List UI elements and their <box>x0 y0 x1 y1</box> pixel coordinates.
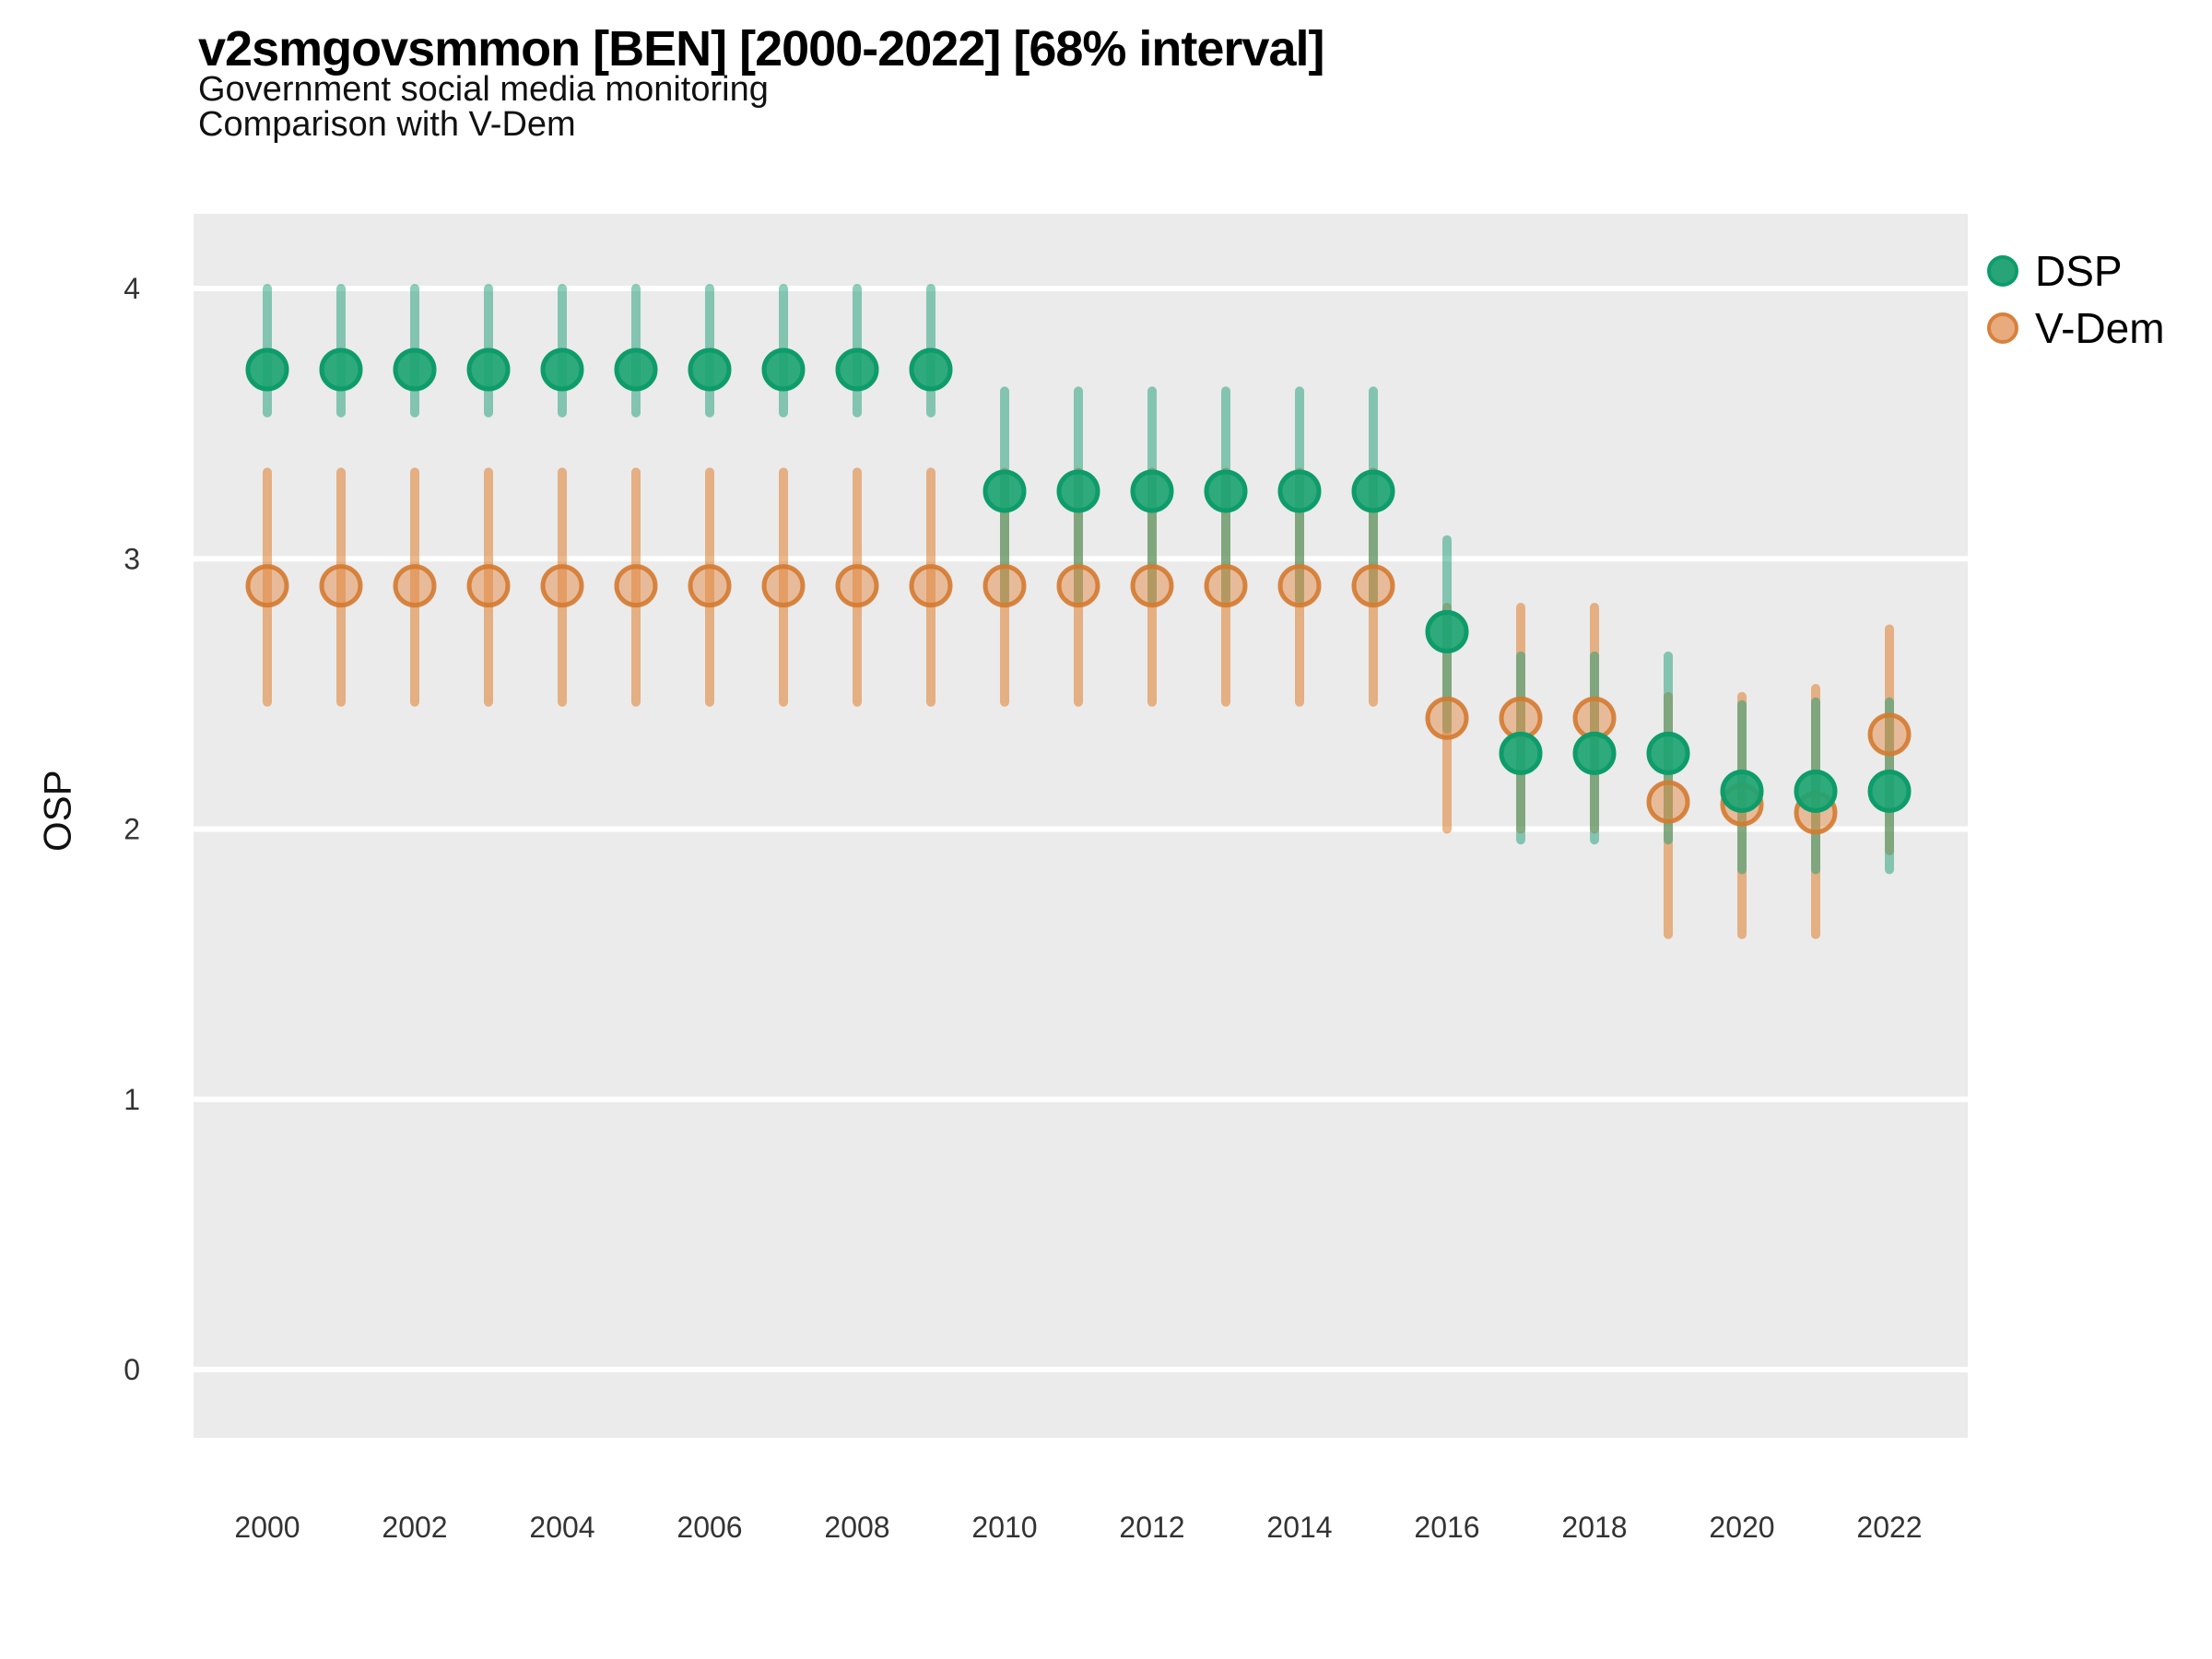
dsp-point-2014 <box>1277 469 1322 513</box>
dsp-point-2021 <box>1794 769 1838 813</box>
dsp-point-2005 <box>614 347 658 392</box>
x-tick-label-2018: 2018 <box>1561 1511 1627 1544</box>
vdem-point-2022 <box>1867 712 1912 757</box>
dsp-point-2011 <box>1056 469 1100 513</box>
x-tick-label-2012: 2012 <box>1119 1511 1184 1544</box>
x-tick-label-2014: 2014 <box>1266 1511 1332 1544</box>
dsp-point-2002 <box>393 347 437 392</box>
legend-item-dsp: DSP <box>1987 249 2165 293</box>
dsp-point-2009 <box>909 347 953 392</box>
dsp-point-2017 <box>1499 731 1543 775</box>
y-tick-label-0: 0 <box>124 1353 140 1386</box>
vdem-point-2015 <box>1351 564 1395 608</box>
x-tick-label-2002: 2002 <box>382 1511 447 1544</box>
x-tick-label-2016: 2016 <box>1414 1511 1479 1544</box>
vdem-point-2019 <box>1646 780 1690 824</box>
x-tick-label-2000: 2000 <box>234 1511 300 1544</box>
legend-label-vdem: V-Dem <box>2035 304 2165 352</box>
vdem-point-2008 <box>835 564 879 608</box>
chart-subtitle-line1: Government social media monitoring <box>198 70 769 109</box>
vdem-point-2001 <box>319 564 363 608</box>
x-tick-label-2020: 2020 <box>1709 1511 1774 1544</box>
dsp-point-2007 <box>761 347 806 392</box>
chart-title: v2smgovsmmon [BEN] [2000-2022] [68% inte… <box>198 21 1324 76</box>
x-tick-label-2010: 2010 <box>971 1511 1037 1544</box>
y-axis-title: OSP <box>35 770 79 852</box>
vdem-point-2010 <box>982 564 1027 608</box>
vdem-point-2009 <box>909 564 953 608</box>
chart-subtitle-line2: Comparison with V-Dem <box>198 105 576 144</box>
dsp-point-2003 <box>466 347 511 392</box>
vdem-point-2016 <box>1425 696 1469 740</box>
x-tick-label-2006: 2006 <box>677 1511 742 1544</box>
dsp-point-2000 <box>245 347 289 392</box>
dsp-legend-dot-icon <box>1987 255 2018 287</box>
vdem-point-2013 <box>1204 564 1248 608</box>
legend-item-vdem: V-Dem <box>1987 306 2165 350</box>
y-tick-label-1: 1 <box>124 1083 140 1116</box>
y-tick-label-4: 4 <box>124 272 140 305</box>
dsp-point-2019 <box>1646 731 1690 775</box>
dsp-point-2004 <box>540 347 584 392</box>
x-tick-label-2004: 2004 <box>529 1511 594 1544</box>
vdem-point-2002 <box>393 564 437 608</box>
x-tick-label-2022: 2022 <box>1856 1511 1922 1544</box>
legend: DSP V-Dem <box>1987 249 2165 350</box>
vdem-point-2006 <box>688 564 732 608</box>
dsp-point-2018 <box>1572 731 1617 775</box>
dsp-point-2010 <box>982 469 1027 513</box>
dsp-point-2022 <box>1867 769 1912 813</box>
vdem-point-2005 <box>614 564 658 608</box>
vdem-point-2000 <box>245 564 289 608</box>
vdem-point-2004 <box>540 564 584 608</box>
vdem-point-2003 <box>466 564 511 608</box>
dsp-point-2015 <box>1351 469 1395 513</box>
dsp-point-2001 <box>319 347 363 392</box>
dsp-point-2008 <box>835 347 879 392</box>
dsp-point-2006 <box>688 347 732 392</box>
dsp-point-2013 <box>1204 469 1248 513</box>
vdem-point-2012 <box>1130 564 1174 608</box>
vdem-legend-dot-icon <box>1987 312 2018 344</box>
vdem-point-2007 <box>761 564 806 608</box>
vdem-point-2014 <box>1277 564 1322 608</box>
dsp-point-2020 <box>1720 769 1764 813</box>
y-tick-label-2: 2 <box>124 813 140 846</box>
vdem-point-2011 <box>1056 564 1100 608</box>
x-tick-label-2008: 2008 <box>824 1511 889 1544</box>
y-tick-label-3: 3 <box>124 542 140 575</box>
dsp-point-2012 <box>1130 469 1174 513</box>
dsp-point-2016 <box>1425 609 1469 653</box>
legend-label-dsp: DSP <box>2035 247 2123 295</box>
